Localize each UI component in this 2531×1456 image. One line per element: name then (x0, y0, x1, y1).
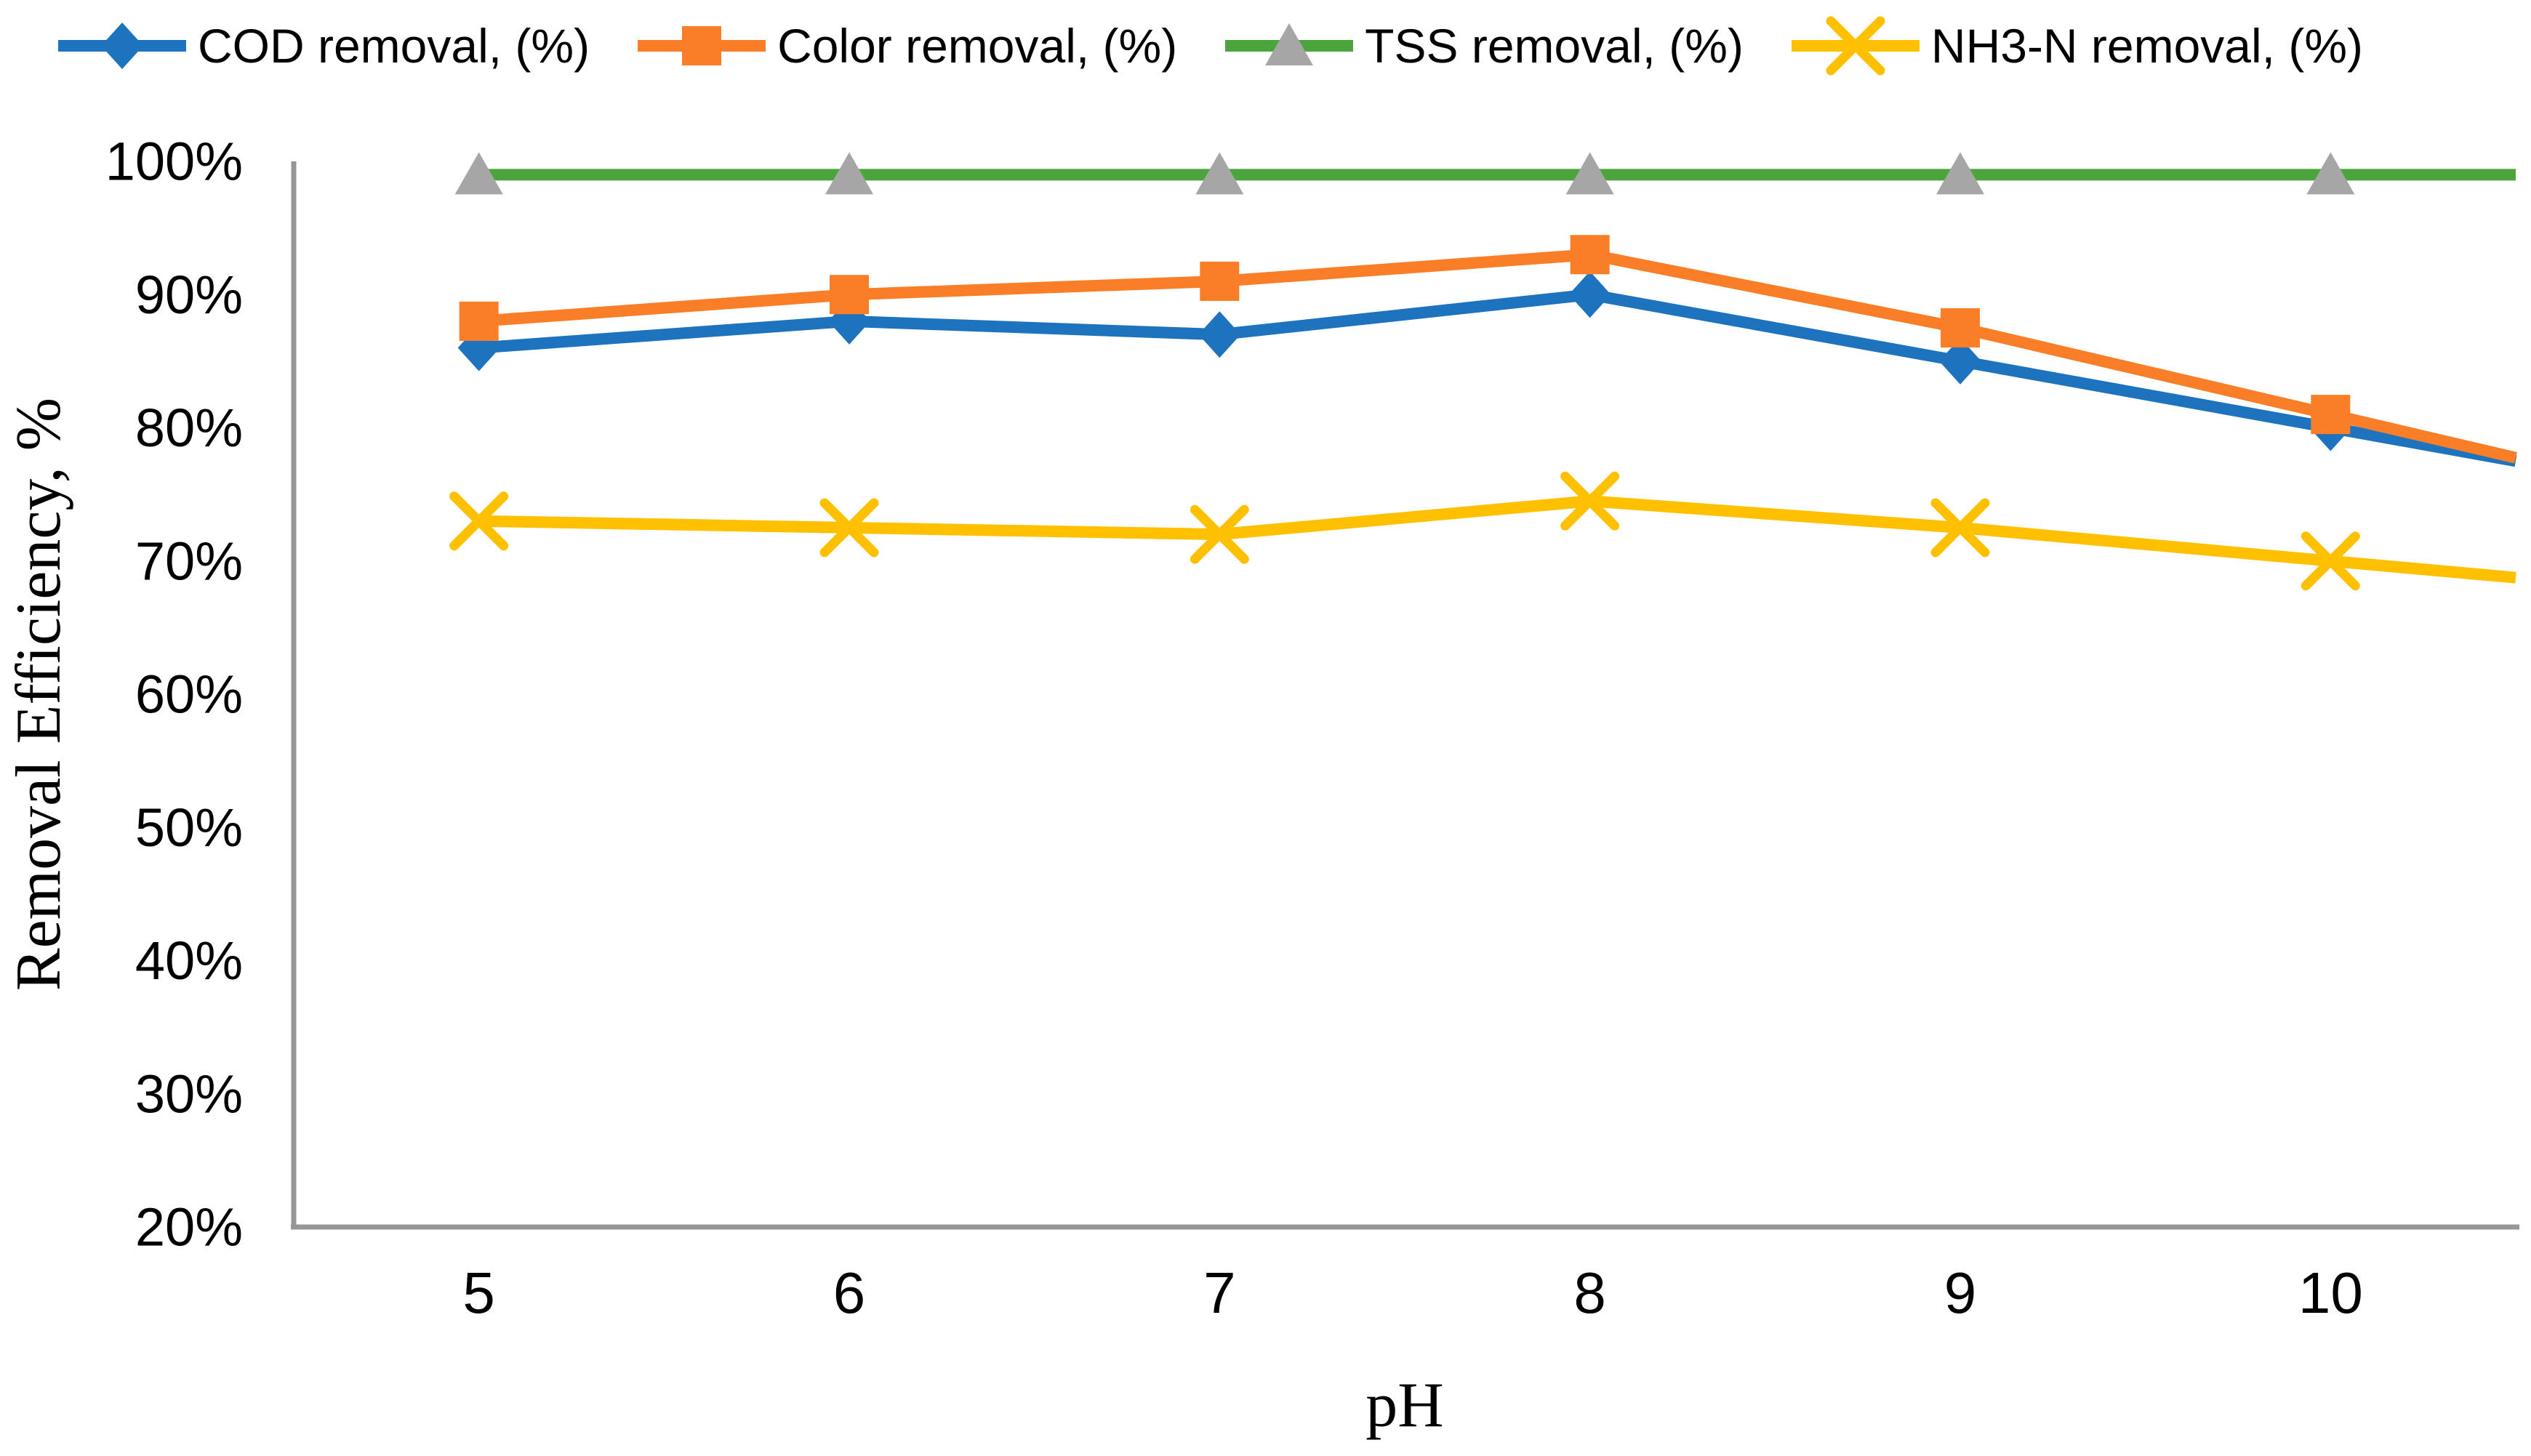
series-triangle (454, 152, 2516, 195)
x-tick-label: 8 (1573, 1260, 1606, 1325)
legend-item: NH3-N removal, (%) (1790, 11, 2363, 81)
data-point-square-icon (459, 301, 499, 341)
legend-swatch (58, 22, 186, 69)
legend-marker-triangle-icon (1265, 23, 1314, 65)
x-tick-labels: 5 6 7 8 9 10 (462, 1260, 2362, 1325)
data-point-triangle-icon (825, 152, 873, 195)
data-point-square-icon (2311, 395, 2351, 435)
legend-marker-x-icon (1826, 16, 1885, 75)
data-point-square-icon (1941, 308, 1980, 348)
legend-item: COD removal, (%) (57, 11, 590, 81)
legend-label: NH3-N removal, (%) (1930, 18, 2363, 73)
x-axis-title: pH (1365, 1370, 1444, 1441)
data-point-triangle-icon (2306, 152, 2355, 195)
data-point-x-icon (2301, 531, 2360, 591)
x-tick-label: 5 (462, 1260, 495, 1325)
series-x (449, 471, 2516, 591)
legend-swatch (1791, 16, 1920, 75)
y-tick-label: 90% (135, 265, 243, 325)
data-point-square-icon (1200, 261, 1240, 301)
x-tick-label: 10 (2298, 1260, 2363, 1325)
y-tick-label: 50% (135, 797, 243, 858)
y-axis-title: Removal Efficiency, % (4, 398, 74, 991)
y-tick-label: 80% (135, 398, 243, 458)
data-point-triangle-icon (454, 152, 503, 195)
legend-item: Color removal, (%) (636, 11, 1177, 81)
y-tick-label: 70% (135, 531, 243, 591)
y-tick-label: 30% (135, 1063, 243, 1124)
data-point-triangle-icon (1565, 152, 1614, 195)
data-point-square-icon (830, 275, 869, 315)
chart-legend: COD removal, (%) Color removal, (%) TSS re… (0, 0, 2531, 91)
series-layer (449, 152, 2517, 591)
x-tick-label: 6 (833, 1260, 866, 1325)
legend-swatch (638, 25, 766, 65)
legend-item: TSS removal, (%) (1224, 11, 1744, 81)
data-point-x-icon (819, 498, 879, 558)
data-point-x-icon (449, 491, 509, 551)
series-line (478, 249, 2517, 464)
y-tick-label: 60% (135, 664, 243, 725)
y-tick-label: 40% (135, 930, 243, 991)
y-tick-label: 20% (135, 1197, 243, 1258)
data-point-triangle-icon (1936, 152, 1984, 195)
legend-label: TSS removal, (%) (1365, 18, 1744, 73)
series-line (478, 289, 2517, 467)
series-square (459, 235, 2517, 464)
legend-marker-square-icon (682, 25, 722, 65)
data-point-triangle-icon (1195, 152, 1244, 195)
data-point-diamond-icon (1568, 271, 1611, 318)
legend-label: Color removal, (%) (777, 18, 1178, 73)
x-tick-label: 9 (1944, 1260, 1977, 1325)
x-tick-label: 7 (1203, 1260, 1236, 1325)
legend-label: COD removal, (%) (198, 18, 590, 73)
data-point-x-icon (1560, 471, 1620, 531)
y-tick-labels: 100% 90% 80% 70% 60% 50% 40% 30% 20% (105, 132, 243, 1258)
data-point-x-icon (1930, 498, 1990, 558)
data-point-diamond-icon (1198, 311, 1241, 358)
data-point-diamond-icon (1939, 337, 1981, 385)
legend-swatch (1225, 23, 1354, 65)
legend-marker-diamond-icon (101, 22, 143, 69)
data-point-x-icon (1190, 504, 1249, 564)
y-tick-label: 100% (105, 132, 243, 192)
data-point-square-icon (1570, 235, 1610, 275)
series-line (478, 495, 2516, 584)
